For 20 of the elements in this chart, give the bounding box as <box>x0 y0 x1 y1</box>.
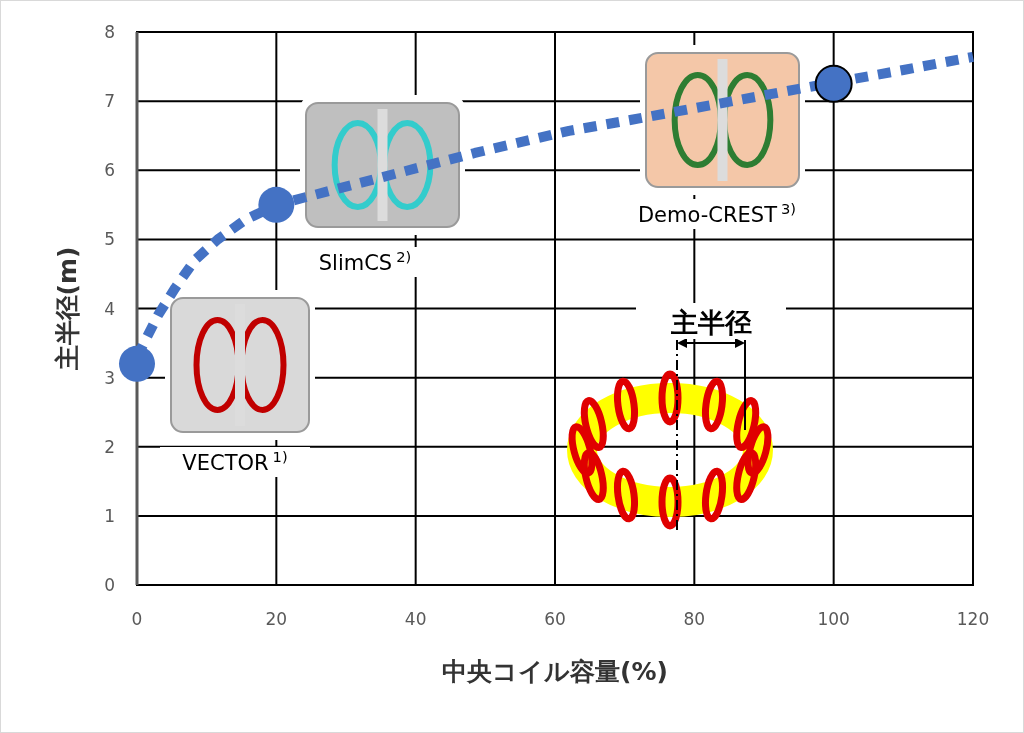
y-tick-label: 2 <box>104 436 115 457</box>
y-tick-label: 3 <box>104 367 115 388</box>
y-tick-label: 8 <box>104 22 115 42</box>
x-tick-label: 100 <box>817 609 850 629</box>
y-tick-label: 4 <box>104 298 115 319</box>
y-tick-label: 0 <box>104 575 115 595</box>
y-tick-label: 6 <box>104 160 115 181</box>
x-tick-label: 80 <box>683 609 706 629</box>
x-tick-label: 40 <box>404 609 427 629</box>
y-tick-label: 1 <box>104 505 115 526</box>
x-axis-title: 中央コイル容量(%) <box>442 657 668 686</box>
point <box>119 345 155 382</box>
annotation: VECTOR$^{1)}$ <box>182 447 288 475</box>
x-tick-label: 60 <box>544 609 566 629</box>
x-tick-label: 20 <box>265 609 288 629</box>
x-tick-label: 120 <box>956 609 990 629</box>
y-axis-title: 主半径(m) <box>53 246 82 372</box>
x-tick-label: 0 <box>131 609 143 629</box>
y-tick-label: 5 <box>104 229 115 250</box>
y-tick-label: 7 <box>104 91 115 112</box>
